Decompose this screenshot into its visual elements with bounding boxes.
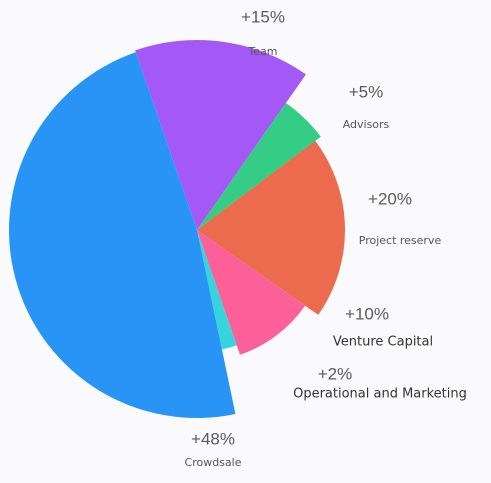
pie-slice (9, 52, 236, 418)
slice-label: Venture Capital (333, 335, 433, 350)
pie-slice (197, 230, 306, 355)
slice-label: Advisors (343, 118, 390, 131)
slice-label: Project reserve (359, 234, 442, 247)
slice-label: Operational and Marketing (293, 387, 467, 402)
slice-label: Team (247, 45, 277, 58)
pie-slice (197, 140, 345, 315)
value-label: +10% (345, 304, 389, 323)
value-label: +15% (241, 7, 285, 26)
value-label: +48% (191, 429, 235, 448)
slice-label: Crowdsale (185, 456, 242, 469)
value-label: +5% (349, 82, 384, 101)
pie-slice (135, 40, 306, 231)
value-label: +2% (318, 364, 353, 383)
pie-slice (197, 230, 237, 350)
value-label: +20% (368, 189, 412, 208)
pie-slice (197, 103, 321, 230)
